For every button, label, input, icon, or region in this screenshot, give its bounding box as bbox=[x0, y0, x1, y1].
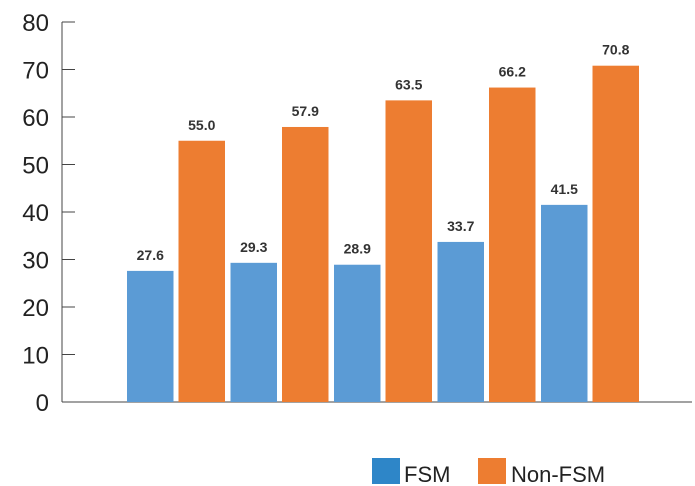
data-label-fsm-2: 29.3 bbox=[240, 239, 267, 255]
data-label-non-fsm-2: 57.9 bbox=[292, 103, 319, 119]
bar-fsm-5 bbox=[541, 204, 588, 402]
axes: 0 10 20 30 40 50 60 70 80 bbox=[22, 10, 692, 417]
bar-non-fsm-3 bbox=[385, 100, 432, 402]
data-label-fsm-4: 33.7 bbox=[447, 218, 474, 234]
y-tick-label: 50 bbox=[22, 153, 49, 180]
legend-label-non-fsm: Non-FSM bbox=[511, 462, 605, 486]
legend: FSM Non-FSM bbox=[372, 458, 605, 486]
bar-fsm-3 bbox=[334, 264, 381, 402]
y-tick-label: 80 bbox=[22, 10, 49, 37]
legend-swatch-fsm bbox=[372, 458, 400, 484]
data-label-fsm-5: 41.5 bbox=[551, 181, 578, 197]
bar-non-fsm-1 bbox=[178, 140, 225, 402]
data-labels: 27.6 29.3 28.9 33.7 41.5 55.0 57.9 63.5 66.2 70.8 bbox=[137, 42, 630, 263]
bar-non-fsm-4 bbox=[489, 87, 536, 403]
y-tick-label: 10 bbox=[22, 343, 49, 370]
y-tick-label: 70 bbox=[22, 58, 49, 85]
y-tick-label: 60 bbox=[22, 105, 49, 132]
legend-label-fsm: FSM bbox=[404, 462, 450, 486]
data-label-non-fsm-1: 55.0 bbox=[188, 117, 215, 133]
y-tick-label: 20 bbox=[22, 295, 49, 322]
bar-fsm-4 bbox=[437, 241, 484, 402]
bars bbox=[127, 65, 639, 403]
y-tick-label: 0 bbox=[36, 390, 49, 417]
bar-non-fsm-2 bbox=[282, 126, 329, 402]
data-label-fsm-3: 28.9 bbox=[344, 241, 371, 257]
bar-non-fsm-5 bbox=[592, 65, 639, 402]
bar-fsm-1 bbox=[127, 270, 174, 402]
data-label-non-fsm-3: 63.5 bbox=[395, 76, 422, 92]
data-label-non-fsm-5: 70.8 bbox=[602, 42, 629, 58]
legend-swatch-non-fsm bbox=[478, 458, 506, 484]
data-label-non-fsm-4: 66.2 bbox=[499, 64, 526, 80]
data-label-fsm-1: 27.6 bbox=[137, 247, 164, 263]
y-tick-label: 40 bbox=[22, 200, 49, 227]
bar-fsm-2 bbox=[230, 262, 277, 402]
y-tick-label: 30 bbox=[22, 248, 49, 275]
